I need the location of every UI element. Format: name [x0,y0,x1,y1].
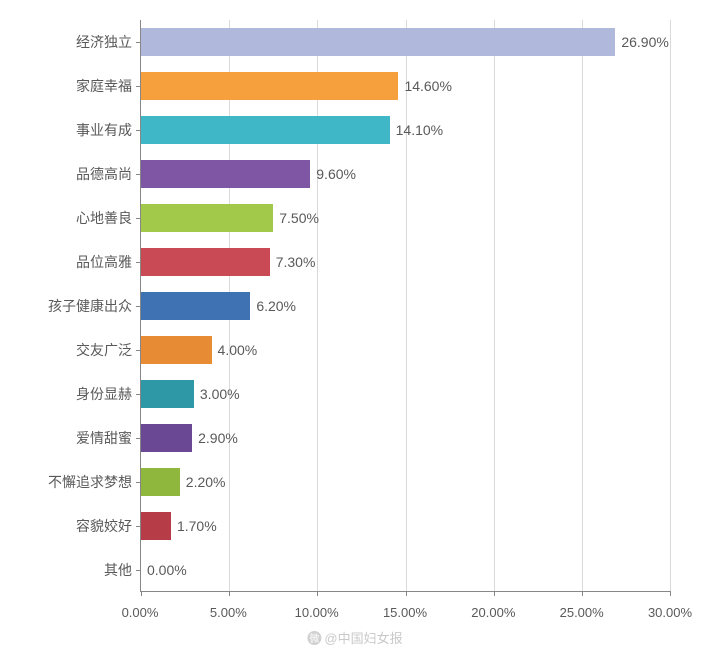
y-axis-label: 家庭幸福 [0,76,132,96]
bar-row: 7.50% [141,204,670,232]
bar-row: 14.60% [141,72,670,100]
bar-row: 3.00% [141,380,670,408]
x-tick [406,591,407,596]
bar-row: 4.00% [141,336,670,364]
bars-group: 26.90% 14.60% 14.10% 9.60% 7.50% 7.30% 6.20% 4.… [141,20,670,591]
bar-value-label: 6.20% [256,298,296,314]
x-tick-label: 5.00% [210,605,247,620]
x-tick-label: 15.00% [383,605,427,620]
bar-value-label: 7.30% [276,254,316,270]
y-axis-label: 不懈追求梦想 [0,472,132,492]
bar-value-label: 3.00% [200,386,240,402]
bar-row: 2.20% [141,468,670,496]
y-axis-label: 事业有成 [0,120,132,140]
x-tick [141,591,142,596]
bar-value-label: 26.90% [621,34,668,50]
bar: 3.00% [141,380,194,408]
bar-value-label: 0.00% [147,562,187,578]
y-axis-label: 经济独立 [0,32,132,52]
weibo-icon: 微 [307,631,321,645]
y-axis-label: 品德高尚 [0,164,132,184]
bar-row: 6.20% [141,292,670,320]
bar-row: 7.30% [141,248,670,276]
bar: 1.70% [141,512,171,540]
bar: 7.30% [141,248,270,276]
bar-value-label: 4.00% [218,342,258,358]
y-axis-label: 孩子健康出众 [0,296,132,316]
bar: 2.20% [141,468,180,496]
bar: 9.60% [141,160,310,188]
bar: 14.10% [141,116,390,144]
bar-value-label: 14.10% [396,122,443,138]
y-axis-label: 其他 [0,560,132,580]
y-axis-label: 身份显赫 [0,384,132,404]
y-axis-label: 爱情甜蜜 [0,428,132,448]
x-tick [494,591,495,596]
bar-value-label: 7.50% [279,210,319,226]
x-tick-label: 30.00% [648,605,692,620]
bar-value-label: 14.60% [404,78,451,94]
x-tick [670,591,671,596]
plot-area: 26.90% 14.60% 14.10% 9.60% 7.50% 7.30% 6.20% 4.… [140,20,670,592]
x-tick [229,591,230,596]
x-tick-label: 0.00% [122,605,159,620]
bar: 4.00% [141,336,212,364]
bar-value-label: 1.70% [177,518,217,534]
chart-container: 26.90% 14.60% 14.10% 9.60% 7.50% 7.30% 6.20% 4.… [0,0,710,655]
x-tick-label: 20.00% [471,605,515,620]
bar-row: 1.70% [141,512,670,540]
y-axis-labels: 经济独立家庭幸福事业有成品德高尚心地善良品位高雅孩子健康出众交友广泛身份显赫爱情… [0,20,140,592]
watermark-text: @中国妇女报 [324,628,402,647]
bar-value-label: 2.20% [186,474,226,490]
bar-row: 14.10% [141,116,670,144]
x-tick-label: 10.00% [295,605,339,620]
bar-row: 26.90% [141,28,670,56]
bar-value-label: 2.90% [198,430,238,446]
bar-row: 9.60% [141,160,670,188]
y-axis-label: 交友广泛 [0,340,132,360]
x-tick [582,591,583,596]
gridline [670,20,671,591]
y-axis-label: 品位高雅 [0,252,132,272]
watermark: 微 @中国妇女报 [307,628,402,647]
y-axis-label: 心地善良 [0,208,132,228]
y-axis-label: 容貌姣好 [0,516,132,536]
bar-row: 2.90% [141,424,670,452]
x-tick [317,591,318,596]
x-axis-labels: 0.00%5.00%10.00%15.00%20.00%25.00%30.00% [140,605,670,625]
bar: 7.50% [141,204,273,232]
bar: 14.60% [141,72,398,100]
bar-value-label: 9.60% [316,166,356,182]
bar-row: 0.00% [141,556,670,584]
bar: 26.90% [141,28,615,56]
bar: 6.20% [141,292,250,320]
x-tick-label: 25.00% [560,605,604,620]
bar: 2.90% [141,424,192,452]
